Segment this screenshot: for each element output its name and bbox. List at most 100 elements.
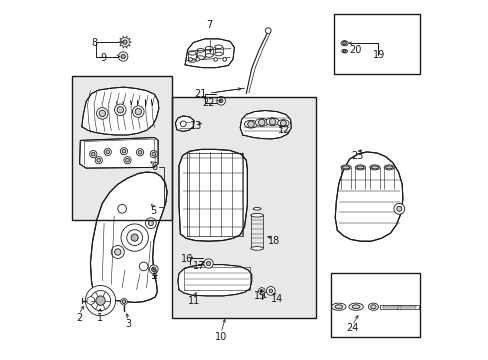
Bar [333,14,419,74]
Ellipse shape [196,49,204,52]
Polygon shape [240,111,291,139]
Circle shape [268,289,272,293]
Circle shape [123,157,131,164]
Circle shape [131,234,138,241]
Bar [171,97,315,318]
Ellipse shape [348,303,363,310]
Ellipse shape [341,49,347,53]
Ellipse shape [196,56,204,59]
Circle shape [138,150,142,154]
Text: 21: 21 [194,89,206,99]
Text: 24: 24 [346,323,358,333]
Circle shape [121,224,148,251]
Polygon shape [185,39,234,68]
Circle shape [89,150,97,158]
Text: 23: 23 [351,150,364,161]
Circle shape [85,285,115,316]
Circle shape [104,148,111,156]
Circle shape [216,96,225,105]
Circle shape [258,119,264,126]
Circle shape [219,99,223,103]
Ellipse shape [367,303,378,310]
Circle shape [106,150,109,154]
Text: 15: 15 [253,291,265,301]
Circle shape [148,221,153,226]
Bar [396,305,418,309]
Ellipse shape [369,165,379,170]
Text: 11: 11 [187,296,200,306]
Ellipse shape [255,118,268,126]
Circle shape [188,58,192,61]
Bar [382,306,398,308]
Circle shape [96,296,105,305]
Bar [379,305,401,309]
Ellipse shape [188,51,196,55]
Circle shape [260,289,263,292]
Circle shape [97,158,101,162]
Circle shape [196,58,199,61]
Polygon shape [121,298,127,305]
Circle shape [393,203,404,214]
Bar [399,306,415,308]
Polygon shape [179,149,247,241]
Polygon shape [178,265,251,296]
Circle shape [117,107,123,113]
Text: 13: 13 [189,121,202,131]
Circle shape [266,287,275,295]
Ellipse shape [355,165,365,170]
Text: 7: 7 [205,20,212,30]
Circle shape [151,267,156,271]
Ellipse shape [385,166,392,169]
Circle shape [136,149,143,156]
Ellipse shape [214,45,222,49]
Ellipse shape [334,305,342,309]
Text: 3: 3 [125,319,131,329]
Circle shape [265,28,270,33]
Text: 22: 22 [202,98,214,108]
Bar [171,97,315,318]
Ellipse shape [370,166,378,169]
Circle shape [118,52,127,61]
Circle shape [96,108,108,119]
Text: 10: 10 [215,332,227,342]
Circle shape [126,230,142,246]
Circle shape [396,206,401,211]
Circle shape [135,108,141,115]
Ellipse shape [250,247,263,250]
Ellipse shape [244,120,257,128]
Polygon shape [118,36,131,48]
Circle shape [95,157,102,164]
Ellipse shape [277,120,288,127]
Polygon shape [258,287,264,294]
Text: 16: 16 [181,254,193,264]
Polygon shape [335,152,402,241]
Circle shape [223,58,226,61]
Ellipse shape [250,213,263,217]
Text: 8: 8 [91,38,97,48]
Ellipse shape [205,46,213,50]
Polygon shape [175,116,194,131]
Bar [72,76,172,220]
Ellipse shape [188,59,196,62]
Circle shape [99,110,105,117]
Text: 20: 20 [348,45,361,55]
Circle shape [114,249,121,255]
Circle shape [91,152,95,156]
Text: 2: 2 [76,312,82,323]
Circle shape [122,300,125,303]
Ellipse shape [331,303,346,310]
Ellipse shape [351,305,359,309]
Circle shape [122,40,127,44]
Circle shape [343,50,346,53]
Circle shape [125,158,129,162]
Circle shape [118,204,126,213]
Text: 5: 5 [150,206,157,216]
Ellipse shape [214,52,222,56]
Bar [333,14,419,74]
Circle shape [206,261,210,266]
Text: 18: 18 [267,236,280,246]
Circle shape [180,121,186,127]
Text: 9: 9 [100,53,106,63]
Ellipse shape [342,166,349,169]
Circle shape [132,106,144,117]
